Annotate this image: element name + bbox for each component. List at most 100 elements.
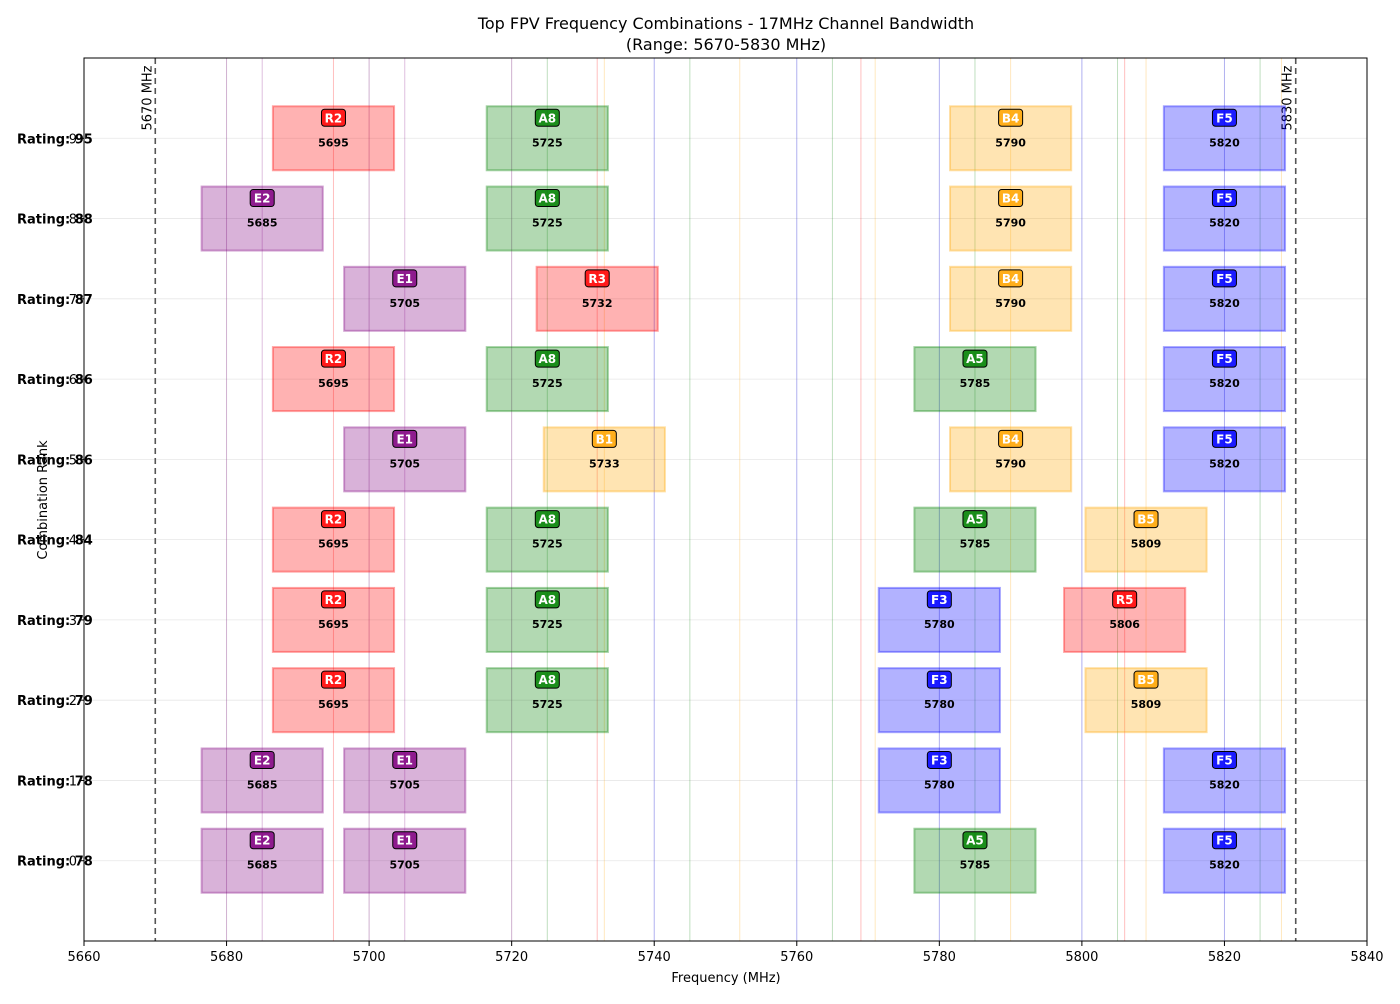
channel-frequency-label: 5733 bbox=[589, 457, 620, 470]
channel-badge bbox=[591, 429, 617, 448]
y-tick-label: 1 bbox=[69, 774, 77, 789]
channel-frequency-label: 5725 bbox=[532, 377, 563, 390]
y-tick-label: 9 bbox=[69, 132, 77, 147]
channel-frequency-label: 5725 bbox=[532, 538, 563, 551]
channel-frequency-label: 5705 bbox=[389, 778, 420, 791]
channel-name-label: E1 bbox=[396, 432, 413, 446]
channel-frequency-label: 5732 bbox=[582, 297, 613, 310]
channel-name-label: F5 bbox=[1216, 432, 1233, 446]
channel-badge bbox=[1211, 269, 1237, 288]
channel-frequency-label: 5820 bbox=[1209, 859, 1240, 872]
channel-badge bbox=[392, 831, 418, 850]
channel-frequency-label: 5790 bbox=[995, 136, 1026, 149]
channel-frequency-label: 5820 bbox=[1209, 377, 1240, 390]
channel-badge bbox=[998, 108, 1024, 127]
channel-name-label: B4 bbox=[1002, 111, 1020, 125]
rating-label: Rating: 86 bbox=[17, 453, 93, 468]
channel-name-label: A8 bbox=[538, 352, 556, 366]
channel-frequency-label: 5725 bbox=[532, 618, 563, 631]
y-tick-label: 2 bbox=[69, 694, 77, 709]
rating-label: Rating: 79 bbox=[17, 614, 93, 629]
channel-name-label: R2 bbox=[325, 352, 343, 366]
channel-frequency-label: 5705 bbox=[389, 297, 420, 310]
channel-badge bbox=[392, 750, 418, 769]
channel-name-label: F5 bbox=[1216, 834, 1233, 848]
rating-label: Rating: 88 bbox=[17, 213, 93, 228]
range-marker-label: 5830 MHz bbox=[1281, 65, 1296, 130]
channel-bar bbox=[1162, 747, 1287, 814]
channel-name-label: B4 bbox=[1002, 432, 1020, 446]
channel-frequency-label: 5809 bbox=[1131, 538, 1162, 551]
channel-badge bbox=[392, 429, 418, 448]
channel-frequency-label: 5806 bbox=[1109, 618, 1140, 631]
channel-name-label: E1 bbox=[396, 272, 413, 286]
channel-frequency-label: 5780 bbox=[924, 618, 955, 631]
channel-badge bbox=[1211, 108, 1237, 127]
channel-frequency-label: 5790 bbox=[995, 457, 1026, 470]
channel-name-label: A8 bbox=[538, 673, 556, 687]
y-tick-label: 5 bbox=[69, 453, 77, 468]
channel-badge bbox=[1211, 750, 1237, 769]
x-axis-label: Frequency (MHz) bbox=[671, 971, 780, 986]
channel-name-label: F3 bbox=[931, 753, 948, 767]
channel-badge bbox=[1211, 831, 1237, 850]
y-tick-label: 4 bbox=[69, 534, 77, 549]
channel-name-label: R5 bbox=[1116, 593, 1134, 607]
channel-badge bbox=[998, 429, 1024, 448]
channel-badge bbox=[534, 349, 560, 368]
channel-frequency-label: 5820 bbox=[1209, 136, 1240, 149]
channel-badge bbox=[998, 269, 1024, 288]
rating-label: Rating: 86 bbox=[17, 373, 93, 388]
channel-name-label: R3 bbox=[588, 272, 606, 286]
channel-badge bbox=[926, 670, 952, 689]
channel-frequency-label: 5785 bbox=[960, 538, 991, 551]
rating-label: Rating: 84 bbox=[17, 534, 93, 549]
channel-bar bbox=[877, 747, 1001, 814]
channel-badge bbox=[534, 189, 560, 208]
channel-name-label: A5 bbox=[966, 834, 984, 848]
channel-name-label: E2 bbox=[254, 753, 271, 767]
channel-name-label: R2 bbox=[325, 513, 343, 527]
plot-frame bbox=[83, 57, 1368, 942]
y-tick-label: 8 bbox=[69, 213, 77, 228]
channel-frequency-label: 5685 bbox=[247, 859, 278, 872]
rating-label: Rating: 95 bbox=[17, 132, 93, 147]
rating-label: Rating: 78 bbox=[17, 855, 93, 870]
channel-frequency-label: 5725 bbox=[532, 698, 563, 711]
channel-frequency-label: 5820 bbox=[1209, 457, 1240, 470]
channel-bar bbox=[485, 667, 609, 734]
x-tick-label: 5760 bbox=[780, 950, 813, 965]
channel-frequency-label: 5820 bbox=[1209, 778, 1240, 791]
channel-badge bbox=[534, 670, 560, 689]
channel-frequency-label: 5725 bbox=[532, 217, 563, 230]
x-tick-label: 5680 bbox=[210, 950, 243, 965]
channel-badge bbox=[320, 670, 346, 689]
rating-label: Rating: 79 bbox=[17, 694, 93, 709]
channel-frequency-label: 5725 bbox=[532, 136, 563, 149]
channel-badge bbox=[1211, 429, 1237, 448]
x-tick-label: 5740 bbox=[638, 950, 671, 965]
channel-name-label: F3 bbox=[931, 593, 948, 607]
y-tick-label: 7 bbox=[69, 293, 77, 308]
channel-name-label: F3 bbox=[931, 673, 948, 687]
channel-name-label: A5 bbox=[966, 352, 984, 366]
y-tick-label: 3 bbox=[69, 614, 77, 629]
channel-frequency-label: 5685 bbox=[247, 217, 278, 230]
channel-badge bbox=[534, 590, 560, 609]
channel-bars-layer: R2 5695 A8 5725 B4 5790 F5 5820 E2 5685 A8 5725 B4 57… bbox=[200, 105, 1287, 894]
channel-name-label: F5 bbox=[1216, 192, 1233, 206]
channel-name-label: R2 bbox=[325, 593, 343, 607]
channel-badge bbox=[1112, 590, 1138, 609]
channel-badge bbox=[392, 269, 418, 288]
channel-frequency-label: 5695 bbox=[318, 538, 349, 551]
rating-label: Rating: 78 bbox=[17, 774, 93, 789]
channel-name-label: R2 bbox=[325, 111, 343, 125]
channel-name-label: B5 bbox=[1137, 673, 1155, 687]
channel-badge bbox=[320, 590, 346, 609]
x-tick-label: 5720 bbox=[495, 950, 528, 965]
range-marker-label: 5670 MHz bbox=[140, 65, 155, 130]
channel-badge bbox=[320, 108, 346, 127]
